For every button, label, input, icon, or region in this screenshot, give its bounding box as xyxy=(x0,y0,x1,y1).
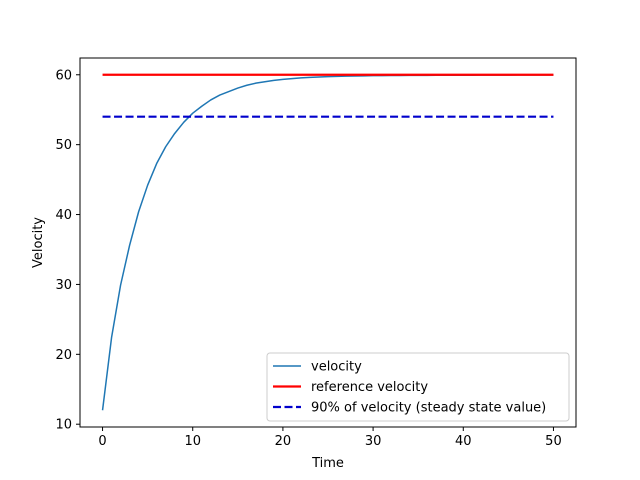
x-tick-label: 50 xyxy=(545,434,562,449)
y-tick-label: 30 xyxy=(55,278,72,293)
y-tick-label: 40 xyxy=(55,208,72,223)
legend-box xyxy=(266,352,570,422)
x-tick-label: 40 xyxy=(455,434,472,449)
x-axis-ticks: 0 10 20 30 40 50 xyxy=(98,427,562,449)
y-tick-label: 20 xyxy=(55,348,72,363)
legend-entry-2: 90% of velocity (steady state value) xyxy=(311,401,546,416)
x-axis-label: Time xyxy=(311,456,344,471)
x-tick-label: 10 xyxy=(184,434,201,449)
y-axis-ticks: 10 20 30 40 50 60 xyxy=(55,68,80,433)
legend-entry-1: reference velocity xyxy=(311,380,428,395)
plot-area xyxy=(79,57,577,428)
y-axis-label: Velocity xyxy=(31,217,46,268)
x-tick-label: 0 xyxy=(98,434,106,449)
x-tick-label: 30 xyxy=(365,434,382,449)
axes-frame xyxy=(79,57,577,428)
legend: velocity reference velocity 90% of velocit… xyxy=(266,352,570,422)
x-tick-label: 20 xyxy=(275,434,292,449)
y-tick-label: 10 xyxy=(55,418,72,433)
legend-entry-0: velocity xyxy=(311,360,362,375)
y-tick-label: 50 xyxy=(55,138,72,153)
y-tick-label: 60 xyxy=(55,68,72,83)
